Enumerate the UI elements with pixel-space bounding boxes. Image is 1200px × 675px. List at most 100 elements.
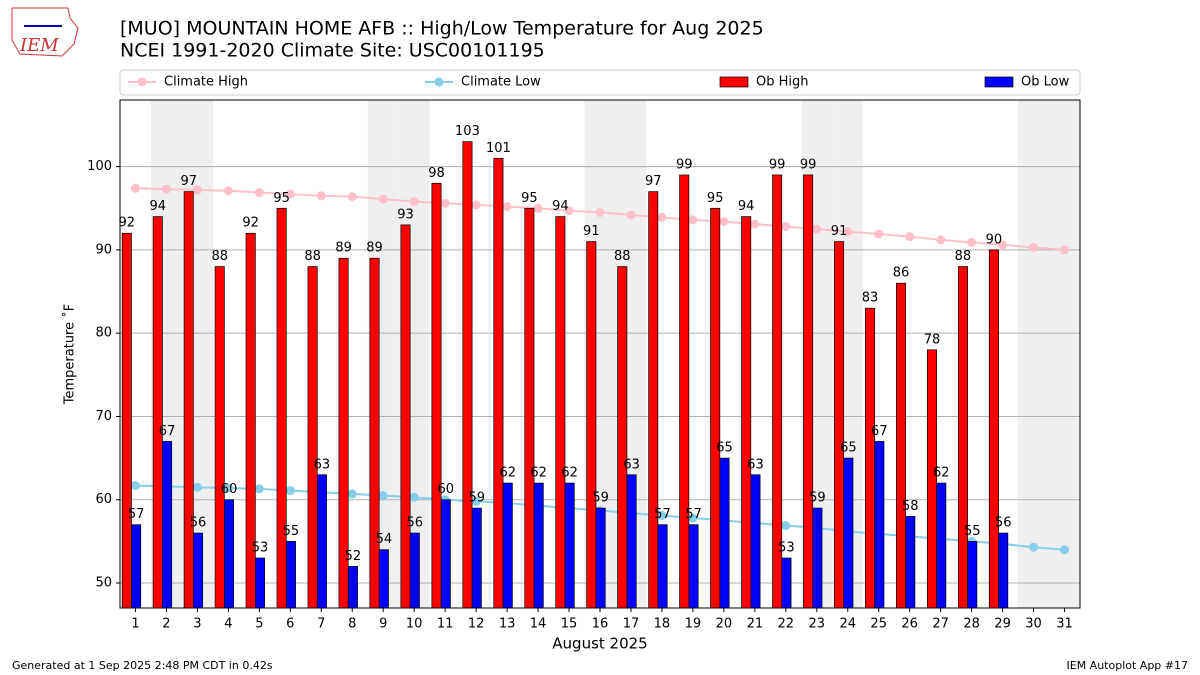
bar [131, 524, 142, 609]
line-marker [409, 492, 419, 502]
bar [307, 266, 318, 609]
bar [679, 174, 690, 609]
bar-label: 52 [345, 549, 362, 564]
y-tick-label: 50 [95, 576, 112, 591]
line-marker [998, 240, 1008, 250]
legend-label: Ob Low [1021, 75, 1070, 90]
bar-label: 53 [778, 541, 795, 556]
line-marker [812, 224, 822, 234]
bar-label: 59 [809, 491, 826, 506]
bar-label: 92 [242, 216, 259, 231]
x-tick-label: 6 [286, 617, 294, 632]
legend-label: Climate High [164, 75, 248, 90]
bar-label: 99 [676, 157, 693, 172]
line-marker [192, 482, 202, 492]
bar [409, 532, 420, 609]
bar-label: 78 [924, 332, 941, 347]
bar [710, 207, 721, 609]
bar-label: 95 [273, 191, 290, 206]
x-tick-label: 1 [131, 617, 139, 632]
bar-label: 67 [159, 424, 176, 439]
x-axis-label: August 2025 [552, 635, 647, 653]
bar-label: 89 [335, 241, 352, 256]
bar [254, 557, 265, 609]
line-marker [657, 511, 667, 521]
bar [555, 216, 566, 609]
bar-label: 94 [738, 199, 755, 214]
line-marker [1029, 542, 1039, 552]
x-tick-label: 7 [317, 617, 325, 632]
line-marker [471, 496, 481, 506]
logo: IEM [11, 7, 79, 57]
bar [502, 482, 513, 609]
chart-title: [MUO] MOUNTAIN HOME AFB :: High/Low Temp… [120, 18, 764, 40]
line-marker [533, 203, 543, 213]
bar-label: 55 [964, 524, 981, 539]
x-tick-label: 22 [778, 617, 795, 632]
bar-label: 97 [180, 174, 197, 189]
bar [967, 541, 978, 609]
bar [347, 566, 358, 609]
x-tick-label: 3 [193, 617, 201, 632]
line-marker [719, 217, 729, 227]
line-marker [626, 210, 636, 220]
bar [285, 541, 296, 609]
x-tick-label: 20 [716, 617, 733, 632]
bar [369, 257, 380, 609]
line-marker [843, 227, 853, 237]
x-tick-label: 31 [1056, 617, 1073, 632]
bar [865, 307, 876, 609]
x-tick-label: 18 [654, 617, 671, 632]
bar-label: 58 [902, 499, 919, 514]
bar [316, 474, 327, 609]
y-axis-label: Temperature ˚F [62, 304, 78, 405]
bar-label: 99 [800, 157, 817, 172]
line-marker [285, 189, 295, 199]
bar-label: 62 [499, 466, 516, 481]
y-tick-label: 60 [95, 492, 112, 507]
bar-label: 63 [314, 457, 331, 472]
line-marker [161, 184, 171, 194]
x-tick-label: 8 [348, 617, 356, 632]
line-marker [130, 481, 140, 491]
bar [626, 474, 637, 609]
bar-label: 88 [614, 249, 631, 264]
bar-label: 94 [552, 199, 569, 214]
x-tick-label: 12 [468, 617, 485, 632]
legend-swatch [984, 76, 1014, 88]
line-marker [347, 489, 357, 499]
bar [524, 207, 535, 609]
bar-label: 60 [221, 482, 238, 497]
weekend-shade [1049, 100, 1080, 608]
bar [617, 266, 628, 609]
y-tick-label: 80 [95, 326, 112, 341]
line-marker [688, 215, 698, 225]
bar [214, 266, 225, 609]
bar-label: 57 [128, 507, 145, 522]
x-tick-label: 16 [592, 617, 609, 632]
bar [688, 524, 699, 609]
bar [657, 524, 668, 609]
bar [152, 216, 163, 609]
bar-label: 65 [840, 441, 857, 456]
bar [276, 207, 287, 609]
bar-label: 57 [654, 507, 671, 522]
x-tick-label: 14 [530, 617, 547, 632]
bar [193, 532, 204, 609]
bar-label: 65 [716, 441, 733, 456]
x-tick-label: 29 [994, 617, 1011, 632]
bar [874, 441, 885, 609]
chart-subtitle: NCEI 1991-2020 Climate Site: USC00101195 [120, 40, 545, 62]
line-marker [316, 191, 326, 201]
line-marker [1060, 545, 1070, 555]
bar [741, 216, 752, 609]
x-tick-label: 26 [901, 617, 918, 632]
bar-label: 59 [468, 491, 485, 506]
bar [896, 282, 907, 609]
line-marker [378, 491, 388, 501]
line-marker [378, 194, 388, 204]
line-marker [223, 186, 233, 196]
bar-label: 97 [645, 174, 662, 189]
bar [378, 549, 389, 609]
